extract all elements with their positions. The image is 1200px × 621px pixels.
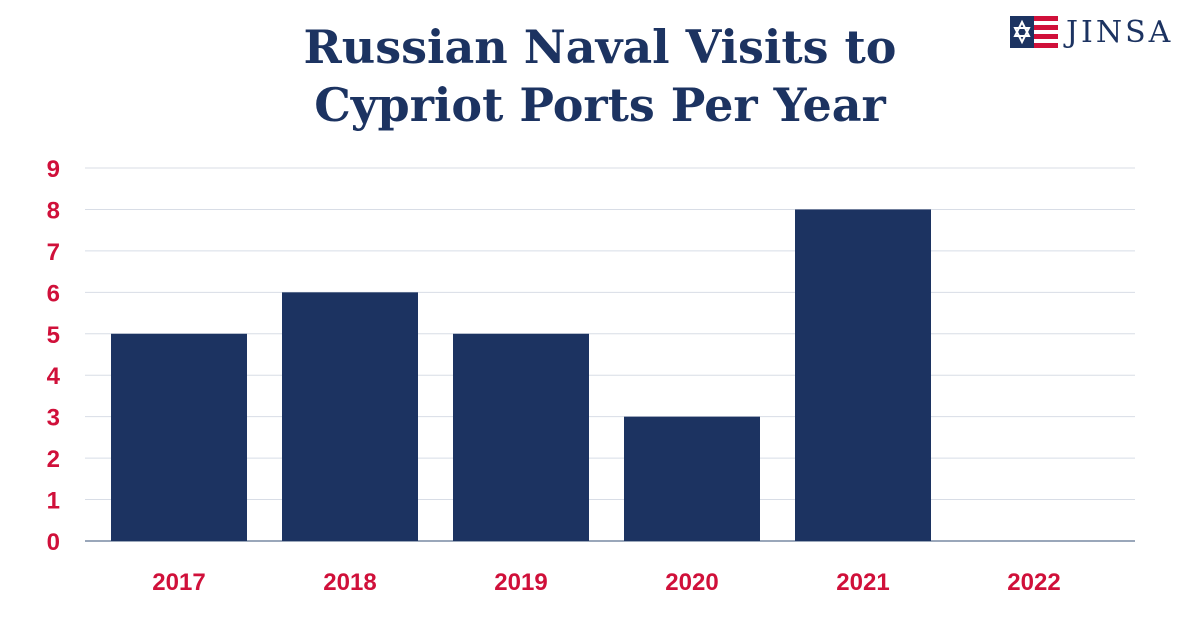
y-tick-labels: 0 1 2 3 4 5 6 7 8 9 [47,156,61,556]
y-tick-label: 2 [47,446,60,473]
flag-star-icon [1010,16,1058,48]
bar-2018 [282,292,418,541]
y-tick-label: 7 [47,239,60,266]
y-tick-label: 1 [47,488,60,515]
x-tick-labels: 2017 2018 2019 2020 2021 2022 [152,569,1060,596]
bar-2021 [795,209,931,541]
x-tick-label: 2022 [1007,569,1060,596]
bar-2017 [111,333,247,541]
bar-2019 [453,333,589,541]
logo-text: JINSA [1066,14,1174,50]
jinsa-logo: JINSA [1010,14,1173,50]
y-tick-label: 6 [47,280,60,307]
y-tick-label: 5 [47,322,60,349]
x-tick-label: 2021 [836,569,889,596]
y-tick-label: 0 [47,529,60,556]
y-tick-label: 4 [47,363,61,390]
bars [111,209,931,541]
x-tick-label: 2020 [665,569,718,596]
y-tick-label: 8 [47,197,60,224]
x-tick-label: 2019 [494,569,547,596]
chart-title-line-2: Cypriot Ports Per Year [314,78,886,132]
y-tick-label: 3 [47,405,60,432]
chart-title-line-1: Russian Naval Visits to [303,20,897,74]
y-tick-label: 9 [47,156,60,183]
gridlines [85,167,1135,542]
x-tick-label: 2018 [323,569,376,596]
chart-title: Russian Naval Visits to Cypriot Ports Pe… [0,18,1200,134]
x-tick-label: 2017 [152,569,205,596]
bar-2020 [624,416,760,541]
